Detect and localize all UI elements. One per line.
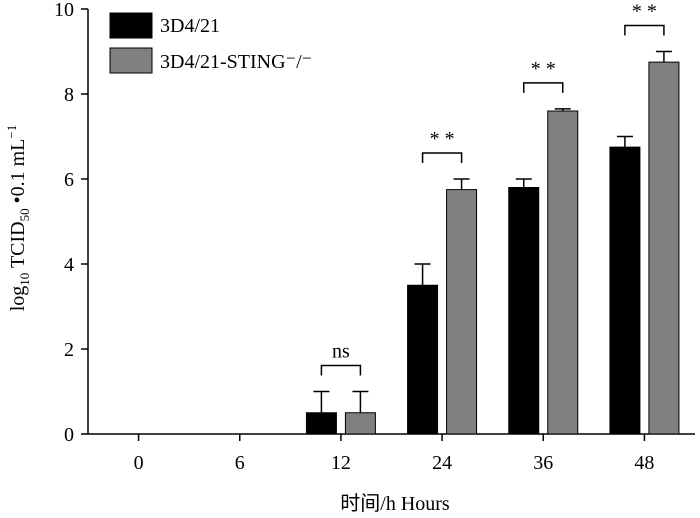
bar: [407, 284, 439, 435]
y-label-log: log: [7, 286, 29, 312]
y-label-tcid: TCID: [7, 221, 29, 272]
legend-label-3d4-21: 3D4/21: [160, 15, 220, 37]
x-tick-label: 6: [235, 452, 245, 474]
significance-label: * *: [430, 128, 455, 150]
significance-label: * *: [632, 1, 657, 23]
x-tick-label: 0: [134, 452, 144, 474]
bar: [508, 187, 540, 435]
significance-bracket: [421, 152, 463, 163]
legend-swatch-3d4-21: [109, 12, 153, 39]
bar: [648, 61, 680, 435]
y-tick-label: 2: [64, 339, 74, 361]
x-tick-label: 12: [331, 452, 351, 474]
y-label-unit: •0.1 mL: [7, 139, 29, 209]
significance-label: * *: [531, 58, 556, 80]
bar: [547, 110, 579, 435]
y-label-unit-sup: −1: [4, 125, 19, 139]
bars: [305, 50, 680, 435]
y-tick-label: 10: [54, 0, 74, 21]
x-tick-label: 24: [432, 452, 452, 474]
significance-bracket: [523, 82, 564, 93]
bar: [609, 146, 641, 435]
y-tick-label: 8: [64, 84, 74, 106]
legend-label-3d4-21-sting: 3D4/21-STING⁻/⁻: [160, 51, 312, 73]
y-label-log-sub: 10: [17, 273, 32, 286]
legend: 3D4/21 3D4/21-STING⁻/⁻: [109, 12, 312, 74]
significance-bracket: [624, 24, 665, 36]
y-tick-label: 6: [64, 169, 74, 191]
x-axis-label: 时间/h Hours: [340, 492, 450, 515]
x-tick-label: 36: [533, 452, 553, 474]
x-tick-label: 48: [634, 452, 654, 474]
y-tick-label: 4: [64, 254, 74, 276]
y-axis-label: log10 TCID50 •0.1 mL−1: [4, 125, 32, 312]
bar: [446, 189, 478, 435]
bar: [305, 412, 337, 435]
significance-label: ns: [332, 341, 350, 363]
y-tick-label: 0: [64, 424, 74, 446]
significance-markers: ns * * * * * *: [320, 1, 665, 376]
y-label-tcid-sub: 50: [17, 208, 32, 221]
significance-bracket: [320, 364, 362, 376]
bar: [344, 412, 376, 435]
legend-swatch-3d4-21-sting: [109, 47, 153, 74]
